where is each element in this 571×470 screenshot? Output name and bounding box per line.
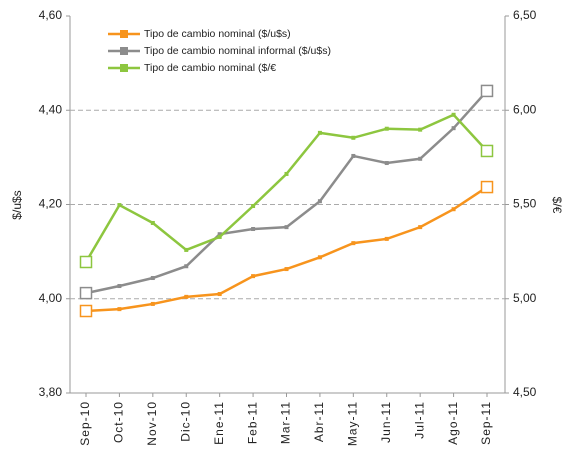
x-tick-label: Jul-11	[412, 401, 426, 439]
point-marker	[317, 199, 322, 204]
y-tick-label: 3,80	[39, 385, 63, 399]
point-marker	[480, 84, 494, 98]
point-marker	[150, 276, 155, 281]
point-marker	[451, 126, 456, 131]
point-marker	[418, 156, 423, 161]
legend-label: Tipo de cambio nominal ($/€	[144, 62, 276, 74]
point-marker	[251, 204, 256, 209]
point-marker	[384, 126, 389, 131]
point-marker	[317, 130, 322, 135]
point-marker	[451, 112, 456, 117]
point-marker	[79, 255, 93, 269]
point-marker	[351, 241, 356, 246]
y2-tick-label: 4,50	[513, 385, 537, 399]
point-marker	[480, 144, 494, 158]
x-tick-label: Jun-11	[379, 401, 393, 443]
point-marker	[117, 203, 122, 208]
point-marker	[284, 171, 289, 176]
x-tick-label: May-11	[346, 401, 360, 446]
y-axis-label: $/u$s	[10, 190, 24, 219]
point-marker	[284, 267, 289, 272]
point-marker	[251, 274, 256, 279]
legend-swatch	[120, 47, 128, 55]
point-marker	[217, 292, 222, 297]
point-marker	[284, 225, 289, 230]
legend-swatch	[120, 30, 128, 38]
x-tick-label: Sep-11	[479, 401, 493, 445]
point-marker	[184, 294, 189, 299]
y-tick-label: 4,00	[39, 291, 63, 305]
point-marker	[117, 307, 122, 312]
point-marker	[351, 153, 356, 158]
point-marker	[117, 284, 122, 289]
x-tick-label: Ene-11	[212, 401, 226, 445]
x-tick-label: Feb-11	[245, 401, 259, 444]
y-tick-label: 4,20	[39, 197, 63, 211]
point-marker	[418, 225, 423, 230]
x-tick-label: Ago-11	[446, 401, 460, 445]
series-line	[84, 113, 488, 263]
point-marker	[480, 180, 494, 194]
x-tick-label: Mar-11	[279, 401, 293, 444]
legend-label: Tipo de cambio nominal ($/u$s)	[144, 28, 291, 40]
y2-tick-label: 5,50	[513, 197, 537, 211]
point-marker	[79, 286, 93, 300]
point-marker	[217, 232, 222, 237]
point-marker	[79, 304, 93, 318]
legend-swatch	[120, 64, 128, 72]
x-tick-label: Abr-11	[312, 401, 326, 442]
point-marker	[317, 255, 322, 260]
point-marker	[351, 135, 356, 140]
point-marker	[418, 127, 423, 132]
point-marker	[384, 161, 389, 166]
y2-tick-label: 6,50	[513, 8, 537, 22]
x-tick-label: Sep-10	[78, 401, 92, 446]
point-marker	[150, 301, 155, 306]
legend-label: Tipo de cambio nominal informal ($/u$s)	[144, 45, 331, 57]
y2-axis-label: $/€	[550, 197, 564, 214]
point-marker	[150, 220, 155, 225]
y-tick-label: 4,40	[39, 102, 63, 116]
x-tick-label: Nov-10	[145, 401, 159, 446]
point-marker	[251, 227, 256, 232]
point-marker	[184, 264, 189, 269]
point-marker	[217, 234, 222, 239]
series-line	[85, 186, 488, 313]
y-tick-label: 4,60	[39, 8, 63, 22]
point-marker	[384, 236, 389, 241]
x-tick-label: Oct-10	[112, 401, 126, 443]
series-line	[85, 90, 488, 295]
y2-tick-label: 5,00	[513, 291, 537, 305]
point-marker	[184, 247, 189, 252]
y2-tick-label: 6,00	[513, 102, 537, 116]
point-marker	[451, 207, 456, 212]
x-tick-label: Dic-10	[178, 401, 192, 442]
